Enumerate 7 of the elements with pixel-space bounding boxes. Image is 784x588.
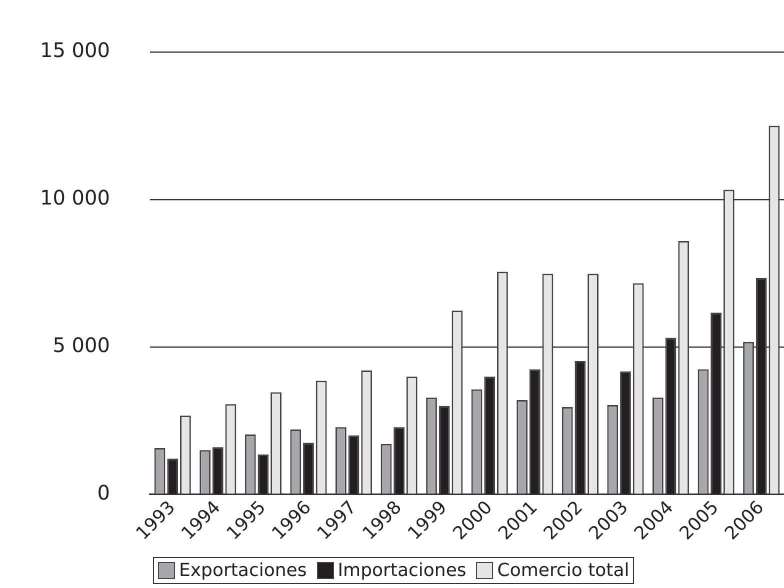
- y-tick-label: 15 000: [40, 38, 110, 62]
- legend-label: Comercio total: [496, 560, 630, 581]
- y-tick-label: 10 000: [40, 186, 110, 210]
- y-tick-label: 0: [97, 480, 110, 505]
- legend-label: Exportaciones: [178, 560, 307, 581]
- legend-label: Importaciones: [336, 560, 466, 581]
- y-tick-label: 5 000: [52, 333, 110, 358]
